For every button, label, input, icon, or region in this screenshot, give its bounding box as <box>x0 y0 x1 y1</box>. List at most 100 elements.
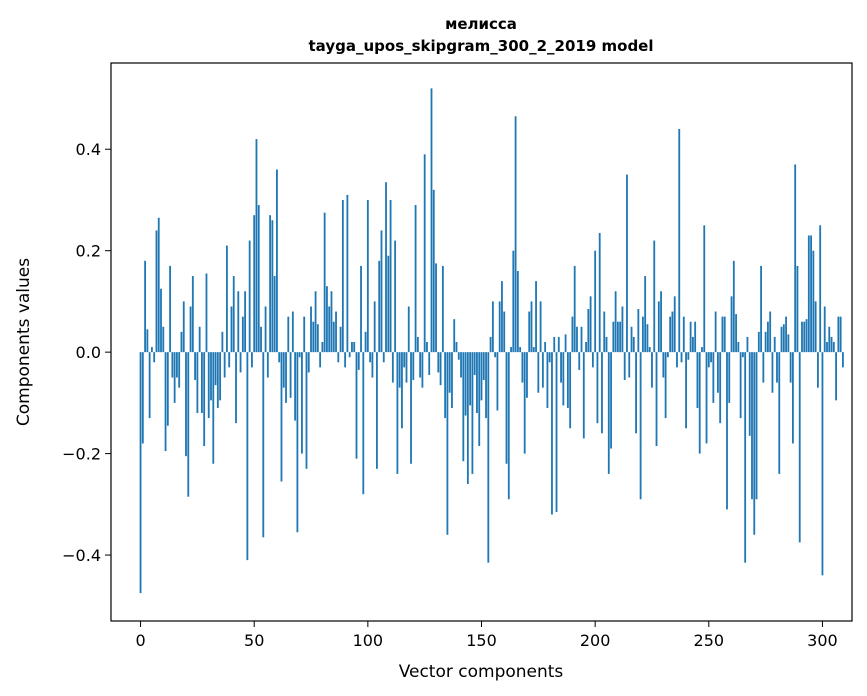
bar-40 <box>230 306 233 353</box>
bar-255 <box>719 352 722 424</box>
bar-201 <box>596 352 599 424</box>
x-tick-label: 200 <box>580 631 611 650</box>
bar-73 <box>305 352 308 469</box>
bar-232 <box>666 352 669 358</box>
bar-148 <box>476 352 478 414</box>
bar-266 <box>744 352 747 563</box>
bar-288 <box>794 164 797 353</box>
bar-284 <box>785 316 787 353</box>
bar-30 <box>207 352 210 419</box>
bar-85 <box>332 321 335 353</box>
bar-308 <box>839 316 842 353</box>
bar-294 <box>807 235 810 353</box>
bar-126 <box>426 342 428 353</box>
bar-259 <box>728 352 731 403</box>
y-axis: −0.4 −0.2 0.0 0.2 0.4 <box>62 140 111 565</box>
bar-278 <box>771 352 774 393</box>
bar-163 <box>510 347 512 353</box>
bar-90 <box>344 352 347 368</box>
bar-122 <box>416 336 419 353</box>
bar-66 <box>289 352 292 398</box>
bar-165 <box>514 116 517 353</box>
bar-46 <box>244 291 247 353</box>
y-axis-label: Components values <box>14 258 34 426</box>
bar-220 <box>639 352 642 500</box>
bar-279 <box>773 336 776 353</box>
bar-197 <box>587 309 590 353</box>
bar-307 <box>837 316 840 353</box>
bar-249 <box>705 352 708 444</box>
bar-131 <box>437 352 440 373</box>
bar-43 <box>237 291 240 353</box>
bar-261 <box>732 260 735 353</box>
bar-8 <box>157 217 160 353</box>
bar-141 <box>460 352 462 378</box>
bar-210 <box>616 321 619 353</box>
bar-143 <box>464 352 467 416</box>
bar-239 <box>682 316 685 353</box>
bar-221 <box>641 316 644 353</box>
bar-227 <box>655 352 658 446</box>
bar-58 <box>271 220 274 353</box>
bar-101 <box>369 352 372 363</box>
bar-42 <box>235 352 237 424</box>
bar-222 <box>644 276 647 353</box>
bar-110 <box>389 199 392 353</box>
bar-190 <box>571 316 574 353</box>
bar-265 <box>741 352 744 358</box>
bar-140 <box>457 352 460 360</box>
bar-61 <box>278 352 281 363</box>
bar-63 <box>282 352 285 388</box>
bar-152 <box>485 352 487 419</box>
bar-169 <box>523 352 526 454</box>
bar-76 <box>312 321 315 353</box>
bar-121 <box>414 205 417 353</box>
bar-48 <box>248 240 251 353</box>
bar-75 <box>310 306 312 353</box>
bar-145 <box>469 352 472 406</box>
bar-128 <box>430 88 433 353</box>
bar-301 <box>823 306 826 353</box>
bar-182 <box>553 336 556 353</box>
bar-69 <box>296 352 299 533</box>
bar-245 <box>696 352 699 408</box>
bar-290 <box>798 352 801 543</box>
bar-130 <box>435 263 437 353</box>
bar-134 <box>444 352 447 419</box>
bar-83 <box>328 306 331 353</box>
bar-72 <box>303 316 306 353</box>
bar-91 <box>346 194 349 353</box>
x-axis-label: Vector components <box>399 662 564 682</box>
bar-189 <box>569 352 572 429</box>
bar-205 <box>605 336 608 353</box>
bar-262 <box>735 314 737 353</box>
bar-62 <box>280 352 283 482</box>
bar-298 <box>817 352 819 388</box>
y-tick-label: −0.2 <box>62 445 101 464</box>
bar-106 <box>380 230 383 353</box>
bar-168 <box>521 352 524 383</box>
bar-289 <box>796 265 799 353</box>
x-tick-label: 50 <box>244 631 264 650</box>
bar-36 <box>221 331 224 353</box>
bar-267 <box>746 336 749 353</box>
bar-6 <box>153 352 156 363</box>
bar-258 <box>726 352 728 510</box>
x-tick-label: 100 <box>353 631 384 650</box>
x-tick-label: 300 <box>807 631 838 650</box>
bar-41 <box>232 276 235 353</box>
bar-113 <box>396 352 399 474</box>
bar-235 <box>673 296 676 353</box>
bar-156 <box>494 352 497 358</box>
bar-246 <box>698 352 701 454</box>
bar-202 <box>598 232 601 353</box>
bar-296 <box>812 250 815 353</box>
bar-13 <box>169 265 172 353</box>
bar-12 <box>166 352 169 426</box>
bar-242 <box>689 321 692 353</box>
bar-132 <box>439 352 442 386</box>
bar-181 <box>551 352 553 515</box>
bar-211 <box>619 321 622 353</box>
bar-65 <box>287 316 290 353</box>
bar-300 <box>821 352 824 576</box>
